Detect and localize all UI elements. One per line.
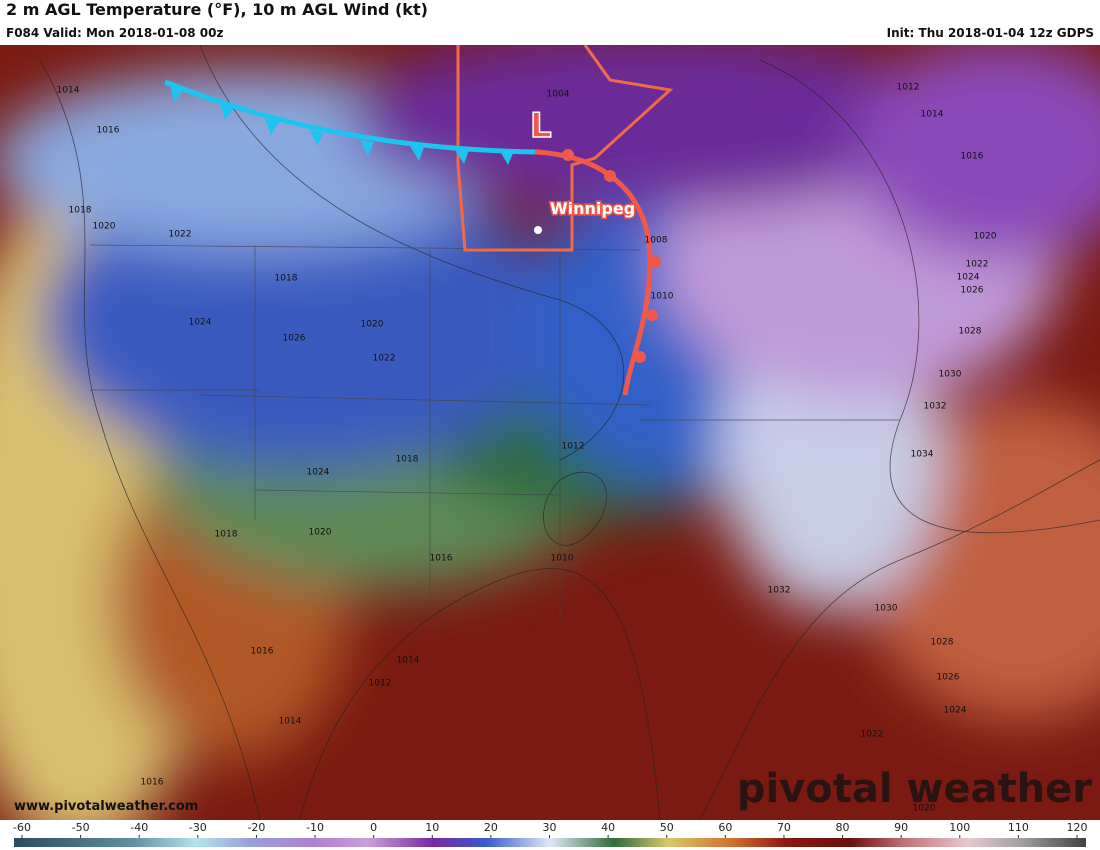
colorbar-tick-label: 70 <box>777 821 791 834</box>
colorbar-tick-label: 120 <box>1067 821 1088 834</box>
province-border <box>456 45 674 252</box>
isobar-label: 1020 <box>361 320 384 330</box>
isobar-label: 1020 <box>93 222 116 232</box>
isobar-label: 1022 <box>861 730 884 740</box>
low-label: L <box>530 106 552 146</box>
colorbar-tick-label: 110 <box>1008 821 1029 834</box>
isobar-label: 1032 <box>924 402 947 412</box>
valid-time: F084 Valid: Mon 2018-01-08 00z <box>6 26 223 40</box>
isobar-label: 1030 <box>939 370 962 380</box>
isobar-label: 1016 <box>97 126 120 136</box>
header-bg <box>0 0 1100 45</box>
isobar-label: 1028 <box>959 327 982 337</box>
isobar-label: 1020 <box>974 232 997 242</box>
isobar-label: 1018 <box>396 455 419 465</box>
colorbar-tick-label: -30 <box>189 821 207 834</box>
colorbar-tick-label: 0 <box>370 821 377 834</box>
isobar-label: 1026 <box>937 673 960 683</box>
url: www.pivotalweather.com <box>14 799 198 814</box>
isobar-label: 1026 <box>283 334 306 344</box>
isobar-label: 1028 <box>931 638 954 648</box>
isobar-label: 1004 <box>547 90 570 100</box>
isobar-label: 1014 <box>397 656 420 666</box>
isobar-label: 1020 <box>309 528 332 538</box>
colorbar-tick-label: 30 <box>543 821 557 834</box>
isobar-label: 1022 <box>966 260 989 270</box>
watermark: pivotal weather <box>737 766 1092 812</box>
isobar-label: 1016 <box>251 647 274 657</box>
title: 2 m AGL Temperature (°F), 10 m AGL Wind … <box>6 0 428 19</box>
colorbar-tick-label: -20 <box>247 821 265 834</box>
isobar-label: 1016 <box>961 152 984 162</box>
isobar-label: 1022 <box>373 354 396 364</box>
colorbar-tick-label: -60 <box>13 821 31 834</box>
city-label: Winnipeg <box>550 199 635 218</box>
map: L Winnipeg 10141016101810201022100410121… <box>0 45 1100 820</box>
isobar-label: 1024 <box>307 468 330 478</box>
colorbar-tick-label: 20 <box>484 821 498 834</box>
isobar-label: 1010 <box>651 292 674 302</box>
isobar-label: 1022 <box>169 230 192 240</box>
isobar-label: 1016 <box>141 778 164 788</box>
isobar-label: 1020 <box>913 804 936 814</box>
isobar-label: 1012 <box>897 83 920 93</box>
isobar-label: 1014 <box>57 86 80 96</box>
isobar-label: 1012 <box>369 679 392 689</box>
colorbar-tick-label: 80 <box>836 821 850 834</box>
colorbar-tick-label: 40 <box>601 821 615 834</box>
isobar-label: 1030 <box>875 604 898 614</box>
init-time: Init: Thu 2018-01-04 12z GDPS <box>887 26 1094 40</box>
colorbar-tick-label: 60 <box>718 821 732 834</box>
cold-front <box>164 79 541 155</box>
isobar-label: 1014 <box>921 110 944 120</box>
colorbar <box>14 838 1086 847</box>
colorbar-tick-label: 50 <box>660 821 674 834</box>
isobar-label: 1010 <box>551 554 574 564</box>
colorbar-ticks: -60 -50 -40 -30 -20 -10 0 10 20 30 40 50 60 70 80 90 100… <box>13 821 1088 838</box>
isobar-label: 1018 <box>275 274 298 284</box>
isobar-labels: 1014101610181020102210041012101410161008… <box>57 83 997 814</box>
colorbar-tick-label: -10 <box>306 821 324 834</box>
cold-front-teeth <box>170 84 514 165</box>
isobar-label: 1024 <box>957 273 980 283</box>
isobar-label: 1032 <box>768 586 791 596</box>
isobar-label: 1018 <box>69 206 92 216</box>
isobar-label: 1008 <box>645 236 668 246</box>
colorbar-tick-label: 10 <box>425 821 439 834</box>
warm-front-bumps <box>562 149 661 363</box>
isobar-label: 1012 <box>562 442 585 452</box>
colorbar-tick-label: -40 <box>130 821 148 834</box>
isobar-label: 1034 <box>911 450 934 460</box>
colorbar-tick-label: 90 <box>894 821 908 834</box>
isobar-label: 1024 <box>944 706 967 716</box>
isobar-label: 1016 <box>430 554 453 564</box>
city-dot <box>534 226 542 234</box>
colorbar-tick-label: -50 <box>72 821 90 834</box>
isobar-label: 1026 <box>961 286 984 296</box>
isobar-label: 1018 <box>215 530 238 540</box>
isobar-label: 1014 <box>279 717 302 727</box>
isobar-label: 1024 <box>189 318 212 328</box>
colorbar-tick-label: 100 <box>949 821 970 834</box>
